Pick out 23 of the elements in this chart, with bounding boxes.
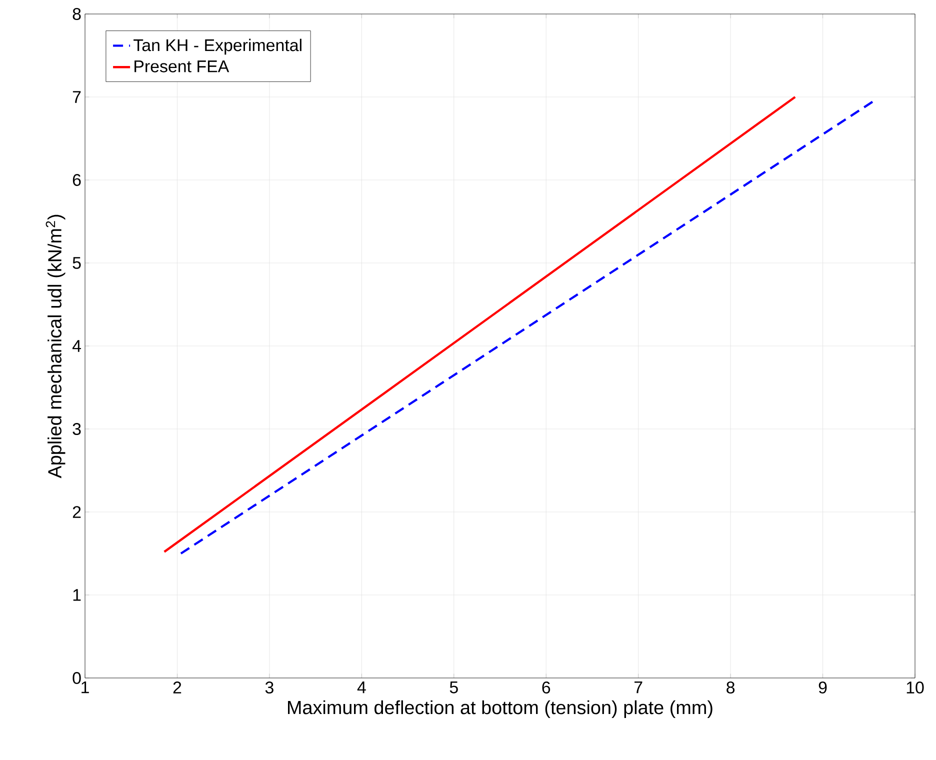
x-tick-label: 9: [818, 682, 827, 694]
x-tick-label: 3: [265, 682, 274, 694]
y-tick-label: 4: [72, 340, 81, 352]
y-tick-label: 8: [72, 8, 81, 20]
y-tick-label: 5: [72, 257, 81, 269]
x-tick-label: 1: [82, 682, 89, 694]
y-tick-label: 2: [72, 506, 81, 518]
x-tick-label: 4: [357, 682, 366, 694]
x-tick-label: 10: [906, 682, 924, 694]
y-tick-label: 1: [73, 589, 81, 601]
x-tick-label: 8: [726, 682, 735, 694]
x-tick-label: 5: [450, 682, 458, 694]
legend-label: Present FEA: [134, 60, 230, 72]
y-tick-label: 0: [72, 672, 81, 684]
legend-label: Tan KH - Experimental: [134, 38, 302, 55]
x-tick-label: 7: [634, 682, 642, 694]
x-tick-label: 6: [542, 682, 550, 694]
y-tick-label: 6: [72, 174, 81, 186]
x-axis-title: Maximum deflection at bottom (tension) plate (mm): [288, 700, 712, 718]
x-tick-label: 2: [173, 682, 182, 694]
y-axis-title: Applied mechanical udl (kN/m$^{2}$): [46, 214, 66, 478]
y-tick-label: 3: [72, 422, 81, 435]
y-tick-label: 7: [72, 91, 81, 103]
